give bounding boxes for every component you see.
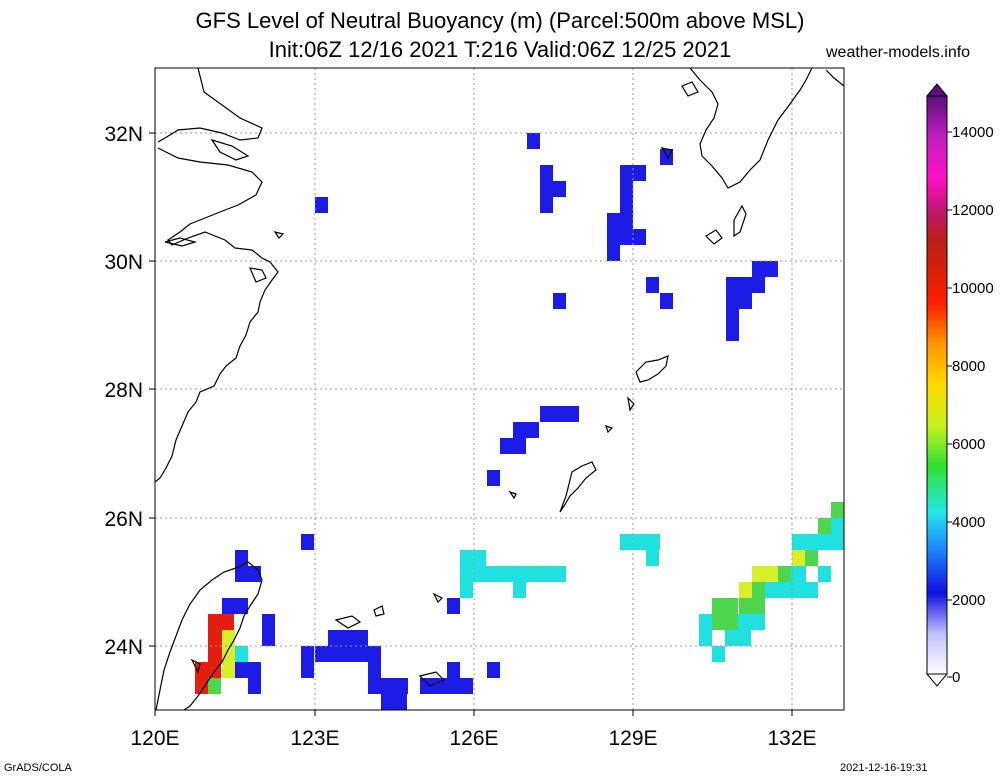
colorbar-bottom-arrow (925, 673, 949, 687)
buoyancy-cell (620, 213, 633, 245)
x-tick-label: 123E (290, 727, 339, 750)
buoyancy-cell (262, 614, 275, 646)
buoyancy-cell (553, 406, 566, 422)
colorbar-label: 6000 (952, 436, 985, 453)
buoyancy-cell (540, 406, 553, 422)
buoyancy-cell (527, 133, 540, 149)
buoyancy-cell (447, 598, 460, 614)
y-tick-label: 28N (104, 379, 143, 402)
buoyancy-cell (660, 293, 673, 309)
buoyancy-cell (235, 646, 248, 662)
buoyancy-cell (381, 694, 407, 710)
buoyancy-cell (739, 598, 765, 614)
buoyancy-cell (315, 646, 328, 662)
colorbar-label: 8000 (952, 358, 985, 375)
colorbar-label: 0 (952, 669, 960, 686)
software-credit: GrADS/COLA (4, 762, 72, 774)
colorbar-label: 4000 (952, 514, 985, 531)
buoyancy-cell (460, 550, 486, 566)
buoyancy-cell (633, 229, 646, 245)
x-tick-label: 126E (449, 727, 498, 750)
buoyancy-cell (301, 534, 314, 550)
buoyancy-cell (222, 630, 235, 678)
buoyancy-cell (301, 646, 314, 678)
buoyancy-cell (368, 646, 381, 678)
buoyancy-cell (500, 438, 513, 454)
y-tick-label: 30N (104, 251, 143, 274)
buoyancy-cell (712, 646, 725, 662)
buoyancy-cell (420, 678, 473, 694)
buoyancy-cell (699, 614, 712, 646)
buoyancy-cell (620, 534, 660, 550)
colorbar-label: 10000 (952, 280, 994, 297)
buoyancy-cell (235, 550, 248, 582)
buoyancy-cell (553, 181, 566, 197)
buoyancy-cell (526, 422, 539, 438)
buoyancy-cell (831, 502, 844, 518)
colorbar-label: 12000 (952, 202, 994, 219)
axis-tick-marks (149, 132, 793, 716)
y-tick-label: 24N (104, 636, 143, 659)
buoyancy-cell (208, 678, 221, 694)
buoyancy-cell (540, 165, 553, 213)
buoyancy-cell (646, 277, 659, 293)
colorbar-gradient (926, 95, 948, 675)
buoyancy-cell (566, 406, 579, 422)
buoyancy-cell (752, 261, 765, 293)
buoyancy-cell (752, 566, 778, 582)
buoyancy-cell (460, 566, 566, 582)
buoyancy-cell (818, 518, 831, 534)
buoyancy-cell (460, 582, 473, 598)
grid-lines (155, 68, 844, 710)
buoyancy-cell (726, 277, 739, 341)
buoyancy-cell (712, 598, 738, 630)
buoyancy-cell (607, 213, 620, 261)
chart-subtitle: Init:06Z 12/16 2021 T:216 Valid:06Z 12/2… (268, 37, 732, 62)
buoyancy-cell (792, 550, 805, 566)
buoyancy-cell (487, 662, 500, 678)
buoyancy-cell (765, 261, 778, 277)
buoyancy-cell (447, 662, 460, 678)
colorbar-top-arrow (925, 83, 949, 97)
buoyancy-cell (739, 582, 752, 598)
buoyancy-cell (752, 582, 765, 598)
y-tick-label: 26N (104, 508, 143, 531)
buoyancy-cell (553, 293, 566, 309)
buoyancy-cell (235, 662, 248, 678)
buoyancy-cell (248, 662, 261, 694)
buoyancy-cell (646, 550, 659, 566)
buoyancy-cell (222, 598, 248, 614)
buoyancy-cell (792, 534, 805, 550)
buoyancy-cell (633, 165, 646, 181)
buoyancy-cell (805, 534, 818, 550)
buoyancy-cell (513, 438, 526, 454)
source-credit: weather-models.info (826, 44, 971, 61)
x-tick-label: 129E (608, 727, 657, 750)
buoyancy-cells (195, 133, 844, 710)
x-tick-label: 120E (130, 727, 179, 750)
x-tick-label: 132E (767, 727, 816, 750)
buoyancy-cell (513, 582, 526, 598)
buoyancy-cell (725, 630, 751, 646)
buoyancy-cell (620, 165, 633, 181)
buoyancy-cell (487, 470, 500, 486)
y-tick-label: 32N (104, 123, 143, 146)
buoyancy-cell (620, 181, 633, 213)
render-timestamp: 2021-12-16-19:31 (840, 762, 928, 774)
buoyancy-cell (818, 566, 831, 582)
buoyancy-cell (368, 678, 408, 694)
buoyancy-cell (739, 277, 752, 309)
buoyancy-cell (513, 422, 526, 438)
chart-title: GFS Level of Neutral Buoyancy (m) (Parce… (195, 8, 805, 33)
buoyancy-cell (660, 149, 673, 165)
buoyancy-cell (752, 582, 818, 598)
buoyancy-cell (315, 197, 328, 213)
colorbar: 14000 12000 10000 8000 6000 4000 2000 0 (925, 83, 994, 687)
colorbar-label: 2000 (952, 592, 985, 609)
colorbar-label: 14000 (952, 124, 994, 141)
coastlines (155, 68, 844, 710)
